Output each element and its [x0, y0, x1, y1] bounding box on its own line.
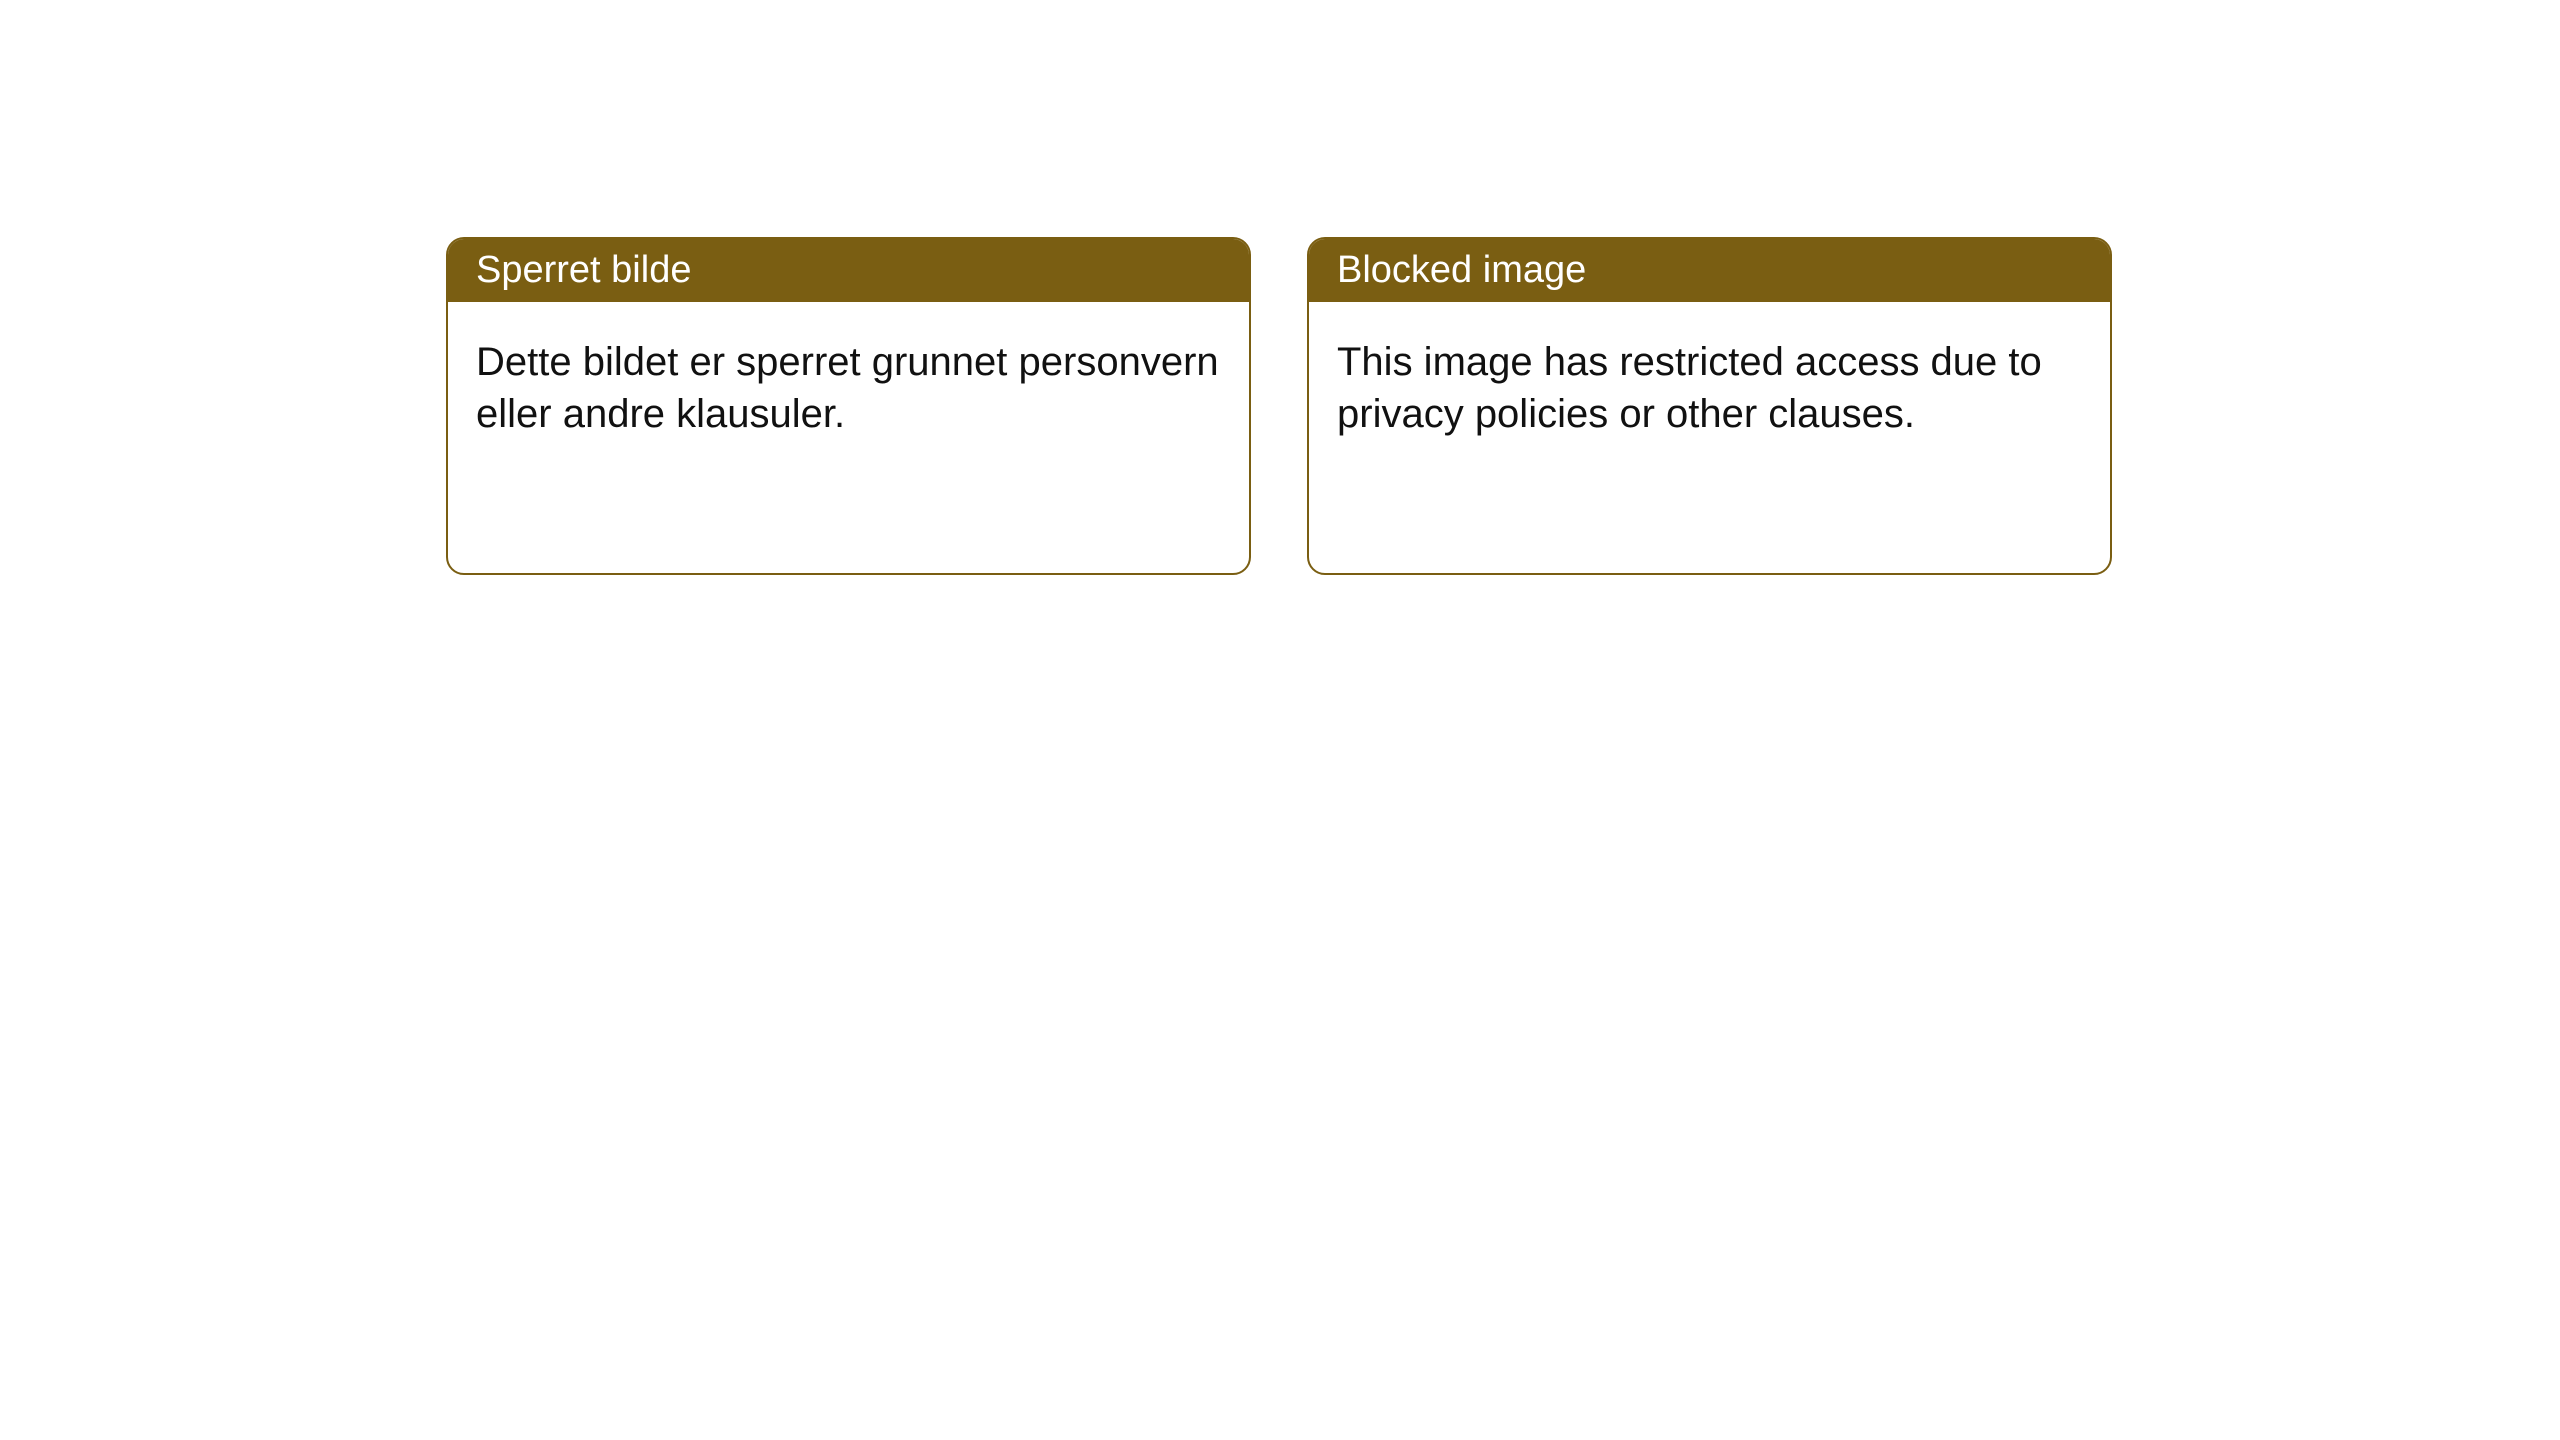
notice-body: This image has restricted access due to …	[1309, 302, 2110, 474]
notice-card-norwegian: Sperret bilde Dette bildet er sperret gr…	[446, 237, 1251, 575]
notice-card-english: Blocked image This image has restricted …	[1307, 237, 2112, 575]
notice-body-text: Dette bildet er sperret grunnet personve…	[476, 340, 1219, 436]
notice-header: Sperret bilde	[448, 239, 1249, 302]
notice-body-text: This image has restricted access due to …	[1337, 340, 2042, 436]
notice-title: Sperret bilde	[476, 249, 691, 291]
notice-header: Blocked image	[1309, 239, 2110, 302]
notice-container: Sperret bilde Dette bildet er sperret gr…	[0, 0, 2560, 575]
notice-body: Dette bildet er sperret grunnet personve…	[448, 302, 1249, 474]
notice-title: Blocked image	[1337, 249, 1586, 291]
